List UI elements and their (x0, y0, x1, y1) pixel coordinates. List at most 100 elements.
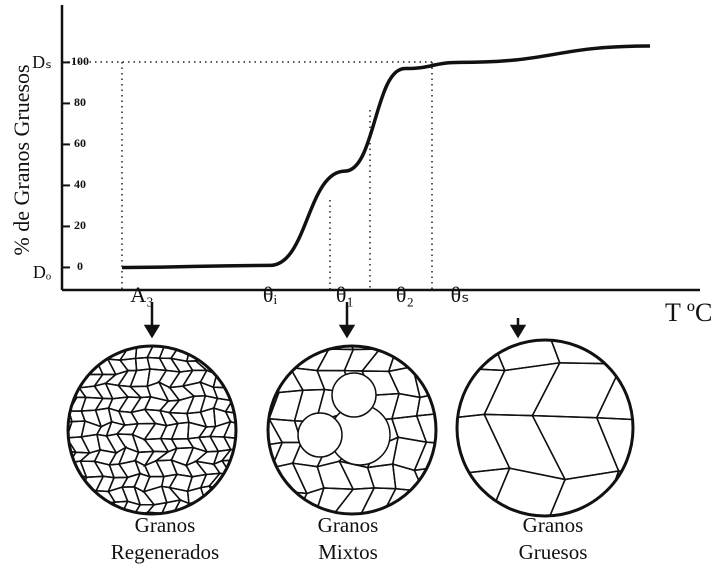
grain (434, 510, 468, 539)
grain-outline (457, 340, 633, 516)
diagram-caption: Regenerados (111, 540, 219, 564)
grain (268, 491, 307, 518)
grain (226, 499, 241, 513)
grain (159, 382, 179, 401)
grain (292, 325, 329, 349)
diagram-caption: Granos (523, 513, 584, 537)
diagram-caption: Granos (135, 513, 196, 537)
grain (368, 464, 396, 489)
grain (439, 322, 472, 349)
y-tick-label: 100 (71, 54, 89, 68)
grain (120, 358, 137, 370)
curve (122, 46, 650, 267)
grain (71, 489, 86, 503)
y-tick-label: 60 (74, 136, 86, 150)
grain (66, 499, 85, 516)
grain (433, 345, 472, 372)
grain (224, 422, 242, 439)
grain (384, 489, 423, 512)
grain (160, 330, 181, 344)
grain (594, 305, 674, 372)
grain (173, 333, 191, 345)
grain-diagram (52, 330, 246, 517)
grain (272, 324, 301, 344)
grain (209, 500, 230, 517)
grain-diagram (242, 319, 474, 542)
grain (242, 324, 276, 350)
x-tick-label: θₛ (451, 282, 470, 307)
grain (244, 367, 279, 395)
grain (384, 511, 427, 540)
grain (248, 489, 275, 518)
grain (82, 333, 100, 345)
y-tick-label: 80 (74, 95, 86, 109)
grain (222, 356, 241, 374)
grain (268, 515, 308, 541)
grain (57, 462, 76, 477)
x-tick-label: θ₁ (336, 282, 354, 307)
grain (393, 464, 424, 491)
grain (366, 320, 397, 349)
grain (222, 345, 243, 358)
grain (145, 461, 164, 477)
grain (188, 333, 206, 348)
grain (269, 419, 301, 443)
diagram-caption: Granos (318, 513, 379, 537)
arrows (146, 302, 524, 336)
grain (225, 333, 243, 345)
grain (414, 490, 448, 511)
x-axis-label: T ºC (665, 298, 712, 327)
y-top-label: Dₛ (32, 52, 52, 72)
grain (270, 368, 303, 393)
y-tick-label: 40 (74, 177, 86, 191)
grain (413, 366, 446, 397)
grain (54, 499, 72, 516)
grain (109, 464, 127, 478)
grain (416, 319, 449, 349)
grain (145, 397, 169, 411)
grain (54, 345, 77, 359)
y-tick-label: 20 (74, 218, 86, 232)
grain (54, 357, 74, 372)
grain (390, 319, 423, 347)
grain (597, 471, 668, 535)
x-tick-label: θᵢ (263, 282, 278, 307)
grain (344, 349, 379, 371)
diagram-caption: Mixtos (318, 540, 378, 564)
grain (57, 487, 72, 501)
grain (69, 345, 86, 359)
grain (244, 343, 275, 372)
grain (79, 503, 101, 517)
grain (162, 474, 177, 487)
y-axis-label: % de Granos Gruesos (9, 64, 34, 255)
grain (392, 394, 420, 419)
grain (96, 345, 116, 360)
grain (121, 331, 137, 348)
grain (208, 344, 229, 358)
grain (132, 424, 155, 440)
grain (108, 477, 127, 491)
grain (433, 366, 468, 392)
grain (597, 364, 674, 421)
x-tick-label: A₃ (130, 282, 154, 307)
grain (426, 414, 509, 474)
grain (434, 490, 472, 512)
large-grain (332, 373, 376, 417)
grain (200, 501, 218, 517)
grain (109, 333, 128, 348)
grain (200, 408, 215, 427)
grain (52, 331, 77, 345)
grain (317, 461, 353, 489)
grain (248, 517, 275, 541)
grain (201, 486, 218, 501)
grain (246, 468, 275, 491)
large-grain (298, 413, 342, 457)
grain (417, 413, 449, 444)
grain (413, 345, 449, 367)
grain (159, 370, 180, 387)
y-tick-label: 0 (77, 259, 83, 273)
figure: % de Granos Gruesos Dₛ Dₒ T ºC 020406080… (0, 0, 715, 571)
grain (56, 370, 74, 388)
grain (131, 409, 155, 423)
grain (109, 447, 125, 464)
